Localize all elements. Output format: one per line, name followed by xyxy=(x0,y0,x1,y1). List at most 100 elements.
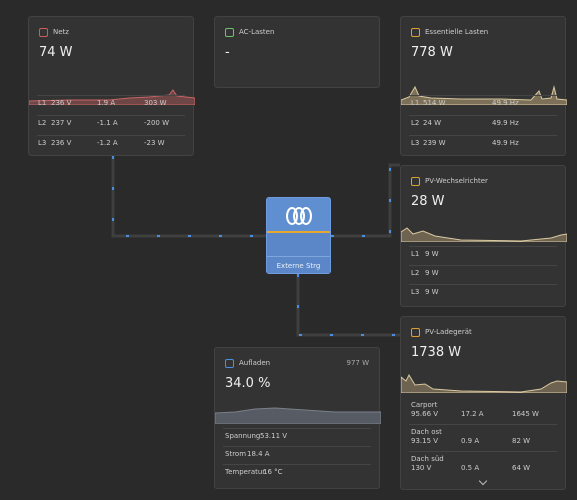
flow-dots xyxy=(112,156,400,336)
row-separator xyxy=(409,246,557,247)
row-cell: Spannung xyxy=(225,432,261,440)
row-cell: 53.11 V xyxy=(260,432,288,440)
essentielle-lasten-card[interactable]: Essentielle Lasten 778 W L1 514 W 49.9 Hz L2 2… xyxy=(400,16,567,156)
row-cell: 236 V xyxy=(51,99,72,107)
row-cell: 239 W xyxy=(423,139,446,147)
card-power: 977 W xyxy=(346,359,369,367)
row-cell: L1 xyxy=(411,250,420,258)
pv-ladegeraet-card[interactable]: PV-Ladegerät 1738 W Carport 95.66 V 17.2 A 16… xyxy=(400,316,567,490)
group-value: 17.2 A xyxy=(461,410,484,418)
sparkline xyxy=(29,89,195,105)
flow-dot xyxy=(112,156,266,237)
row-separator xyxy=(409,265,557,266)
row-cell: 24 W xyxy=(423,119,442,127)
row-separator xyxy=(37,135,185,136)
sparkline xyxy=(401,227,567,242)
card-title: Essentielle Lasten xyxy=(425,28,489,36)
row-cell: 514 W xyxy=(423,99,446,107)
row-separator xyxy=(223,464,371,465)
row-cell: 49.9 Hz xyxy=(492,99,519,107)
row-separator xyxy=(223,446,371,447)
row-cell: -200 W xyxy=(144,119,170,127)
row-cell: L1 xyxy=(411,99,420,107)
row-cell: 9 W xyxy=(425,250,439,258)
sparkline-area xyxy=(215,407,381,424)
row-cell: L1 xyxy=(38,99,47,107)
card-icon xyxy=(411,28,420,37)
card-icon xyxy=(411,177,420,186)
pv-wechselrichter-card[interactable]: PV-Wechselrichter 28 W L1 9 W L2 9 W L3 9 W xyxy=(400,165,567,307)
card-title: PV-Ladegerät xyxy=(425,328,472,336)
inverter-body xyxy=(267,233,330,273)
sparkline-area xyxy=(401,227,567,242)
row-cell: L2 xyxy=(411,119,420,127)
group-value: 93.15 V xyxy=(411,437,439,445)
flow-line xyxy=(111,156,266,238)
card-value: 28 W xyxy=(411,194,445,209)
row-cell: Strom xyxy=(225,450,247,458)
logo xyxy=(286,207,312,225)
row-cell: 303 W xyxy=(144,99,167,107)
row-cell: Temperatur xyxy=(225,468,266,476)
group-value: 0.5 A xyxy=(461,464,480,472)
card-value: 778 W xyxy=(411,45,453,60)
row-cell: 1.9 A xyxy=(97,99,116,107)
card-value: - xyxy=(225,45,230,60)
card-icon xyxy=(225,28,234,37)
group-value: 130 V xyxy=(411,464,432,472)
sparkline-area xyxy=(401,85,567,105)
row-separator xyxy=(37,115,185,116)
sparkline xyxy=(401,85,567,105)
group-name: Dach ost xyxy=(411,428,442,436)
row-cell: -1.1 A xyxy=(97,119,118,127)
netz-card[interactable]: Netz 74 W L1 236 V 1.9 A 303 W L2 237 V -1.1 A -2… xyxy=(28,16,195,156)
row-cell: L2 xyxy=(38,119,47,127)
aufladen-card[interactable]: Aufladen 34.0 % 977 W Spannung 53.11 V Strom 1… xyxy=(214,347,381,489)
row-separator xyxy=(409,115,557,116)
row-cell: 9 W xyxy=(425,269,439,277)
row-separator xyxy=(409,284,557,285)
row-cell: -1.2 A xyxy=(97,139,118,147)
card-title: PV-Wechselrichter xyxy=(425,177,488,185)
flow-lines xyxy=(111,156,400,337)
row-cell: 237 V xyxy=(51,119,72,127)
group-separator xyxy=(409,451,557,452)
inverter-sep xyxy=(267,256,330,257)
row-cell: 49.9 Hz xyxy=(492,139,519,147)
row-cell: 18.4 A xyxy=(247,450,270,458)
card-icon xyxy=(39,28,48,37)
card-value: 1738 W xyxy=(411,345,462,360)
row-cell: 9 W xyxy=(425,288,439,296)
row-separator xyxy=(223,428,371,429)
expand-chevron[interactable] xyxy=(478,476,488,486)
sparkline-area xyxy=(401,373,567,393)
row-cell: 236 V xyxy=(51,139,72,147)
card-icon xyxy=(225,359,234,368)
row-cell: L3 xyxy=(38,139,47,147)
group-value: 0.9 A xyxy=(461,437,480,445)
group-value: 64 W xyxy=(512,464,531,472)
ac-lasten-card[interactable]: AC-Lasten - xyxy=(214,16,380,88)
group-separator xyxy=(409,424,557,425)
row-cell: L2 xyxy=(411,269,420,277)
inverter-bar xyxy=(267,231,330,233)
inverter-logo xyxy=(286,207,312,225)
row-cell: 16 °C xyxy=(263,468,283,476)
row-separator xyxy=(409,95,557,96)
card-title: Aufladen xyxy=(239,359,271,367)
card-value: 74 W xyxy=(39,45,73,60)
row-cell: 49.9 Hz xyxy=(492,119,519,127)
flow-dot xyxy=(297,274,400,336)
row-separator xyxy=(409,135,557,136)
group-value: 1645 W xyxy=(512,410,539,418)
card-title: AC-Lasten xyxy=(239,28,275,36)
inverter-card[interactable]: Externe Strg xyxy=(266,197,331,274)
sparkline-area xyxy=(29,89,195,105)
group-name: Carport xyxy=(411,401,438,409)
inverter-label: Externe Strg xyxy=(276,262,321,270)
group-value: 82 W xyxy=(512,437,531,445)
sparkline xyxy=(215,407,381,424)
group-value: 95.66 V xyxy=(411,410,439,418)
row-cell: -23 W xyxy=(144,139,165,147)
